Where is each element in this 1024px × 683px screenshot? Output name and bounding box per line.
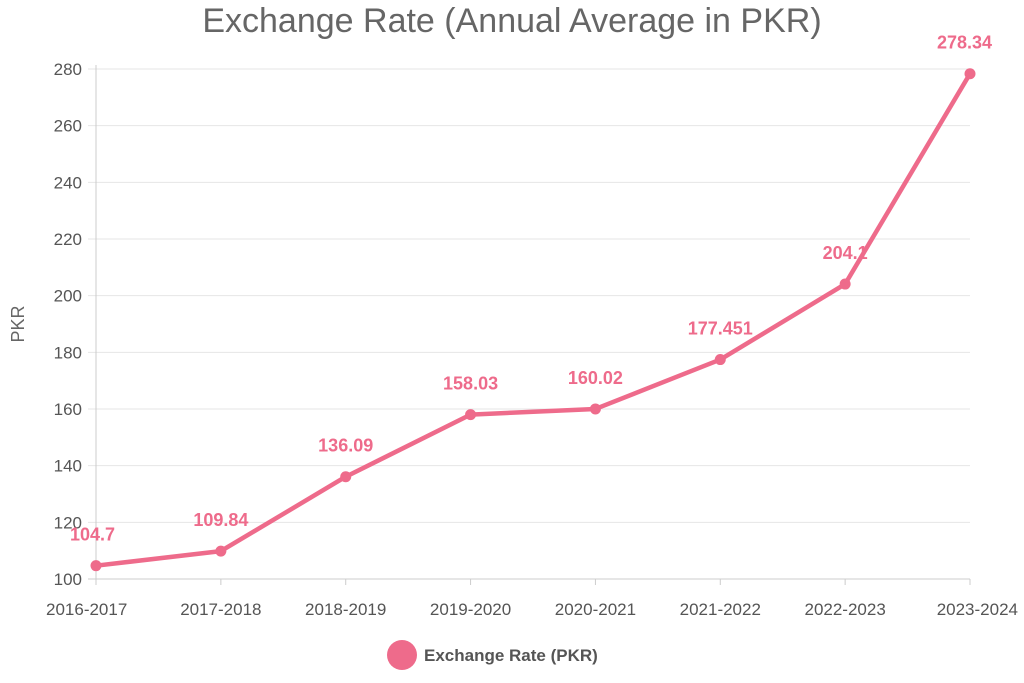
data-label: 104.7	[70, 525, 115, 545]
data-points	[90, 68, 976, 572]
x-tick-label: 2023-2024	[937, 600, 1018, 619]
data-point[interactable]	[964, 68, 976, 80]
grid-lines	[88, 68, 970, 580]
legend-label[interactable]: Exchange Rate (PKR)	[424, 646, 598, 665]
data-point[interactable]	[215, 545, 227, 557]
x-tick-label: 2017-2018	[180, 600, 261, 619]
x-tick-label: 2016-2017	[46, 600, 127, 619]
data-point[interactable]	[465, 409, 477, 421]
y-tick-label: 120	[54, 513, 82, 532]
x-tick-label: 2020-2021	[555, 600, 636, 619]
data-label: 158.03	[443, 374, 498, 394]
data-point[interactable]	[90, 560, 102, 572]
x-tick-labels: 2016-2017 2017-2018 2018-2019 2019-2020 2020…	[46, 579, 1018, 619]
series-line	[93, 71, 973, 568]
y-tick-label: 140	[54, 457, 82, 476]
x-tick-label: 2022-2023	[804, 600, 885, 619]
y-tick-label: 180	[54, 343, 82, 362]
y-tick-labels: 100 120 140 160 180 200 220 240 260 280	[54, 60, 82, 589]
data-label: 177.451	[688, 319, 753, 339]
y-tick-label: 280	[54, 60, 82, 79]
x-tick-label: 2019-2020	[430, 600, 511, 619]
data-label: 109.84	[193, 510, 248, 530]
data-point[interactable]	[589, 403, 601, 415]
data-point[interactable]	[839, 278, 851, 290]
data-label: 204.1	[823, 243, 868, 263]
y-tick-label: 220	[54, 230, 82, 249]
legend-marker[interactable]	[387, 640, 417, 670]
data-label: 278.34	[937, 33, 992, 53]
axes	[88, 65, 970, 580]
y-tick-label: 240	[54, 173, 82, 192]
data-point[interactable]	[340, 471, 352, 483]
y-tick-label: 260	[54, 117, 82, 136]
y-tick-label: 100	[54, 570, 82, 589]
data-label: 136.09	[318, 436, 373, 456]
legend[interactable]: Exchange Rate (PKR)	[387, 640, 598, 670]
y-tick-label: 160	[54, 400, 82, 419]
y-axis-label: PKR	[8, 305, 28, 342]
chart-title: Exchange Rate (Annual Average in PKR)	[202, 2, 821, 40]
data-labels: 104.7 109.84 136.09 158.03 160.02 177.451 204.…	[70, 33, 992, 545]
data-point[interactable]	[714, 354, 726, 366]
x-tick-label: 2021-2022	[680, 600, 761, 619]
x-tick-label: 2018-2019	[305, 600, 386, 619]
y-tick-label: 200	[54, 287, 82, 306]
data-label: 160.02	[568, 368, 623, 388]
series-exchange-rate	[93, 71, 973, 568]
